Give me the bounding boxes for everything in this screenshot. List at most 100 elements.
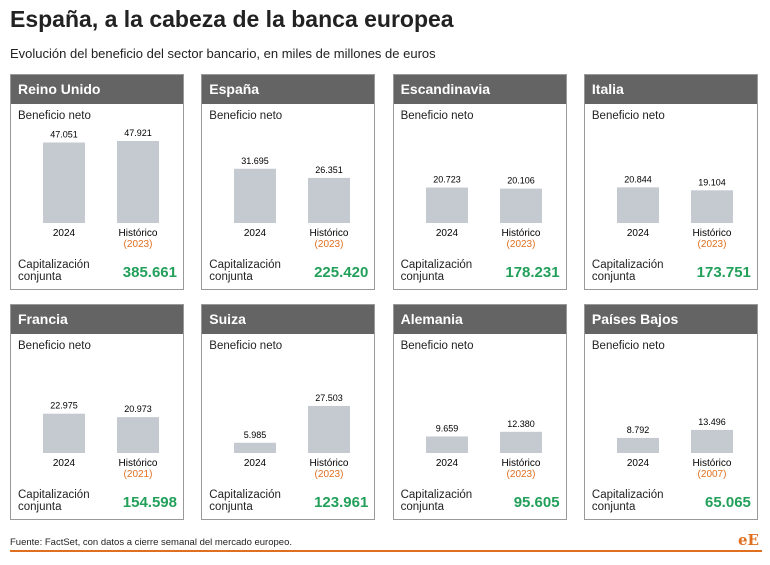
- panel-subtitle: Beneficio neto: [400, 110, 474, 122]
- panel-subtitle: Beneficio neto: [209, 340, 283, 352]
- value-label: 20.973: [124, 404, 152, 414]
- category-label: 2024: [435, 228, 458, 239]
- panel-subtitle: Beneficio neto: [18, 340, 91, 352]
- value-label: 47.921: [124, 128, 152, 138]
- bar-chart: 20.723 2024 20.106 Histórico(2023): [425, 175, 542, 250]
- value-label: 12.380: [507, 419, 535, 429]
- panel-subtitle: Beneficio neto: [400, 340, 474, 352]
- panel: Reino Unido Beneficio neto 47.051 2024 47.92…: [10, 74, 184, 290]
- bar: [690, 429, 733, 453]
- bar: [234, 442, 277, 453]
- bar: [117, 141, 159, 223]
- bar-chart: 8.792 2024 13.496 Histórico(2007): [616, 417, 733, 480]
- cap-label: Capitalización conjunta: [591, 489, 664, 513]
- panel: Alemania Beneficio neto 9.659 2024 12.380 His…: [392, 304, 567, 520]
- panel: Suiza Beneficio neto 5.985 2024 27.503 Histór…: [201, 304, 376, 520]
- footer-rule: [10, 550, 762, 552]
- category-label: 2024: [53, 228, 76, 239]
- cap-value: 123.961: [314, 494, 369, 511]
- panel-title: Italia: [584, 75, 757, 104]
- panel-subtitle: Beneficio neto: [591, 110, 665, 122]
- cap-value: 154.598: [122, 494, 177, 511]
- value-label: 20.844: [624, 174, 652, 184]
- bar: [234, 168, 277, 223]
- panel-title: Francia: [11, 305, 183, 334]
- bar-chart: 9.659 2024 12.380 Histórico(2023): [425, 419, 542, 480]
- bar: [425, 436, 468, 453]
- category-note: (2021): [124, 469, 153, 480]
- cap-value: 225.420: [314, 264, 369, 281]
- category-label: Histórico: [119, 228, 158, 239]
- category-label: Histórico: [501, 458, 540, 469]
- panel-title: Alemania: [393, 305, 566, 334]
- cap-value: 385.661: [122, 264, 177, 281]
- category-label: Histórico: [692, 458, 731, 469]
- bar-chart: 5.985 2024 27.503 Histórico(2023): [234, 393, 351, 480]
- category-label: Histórico: [692, 228, 731, 239]
- category-label: 2024: [435, 458, 458, 469]
- panel: Francia Beneficio neto 22.975 2024 20.973 His…: [10, 304, 184, 520]
- panel-title: España: [202, 75, 375, 104]
- panel-subtitle: Beneficio neto: [591, 340, 665, 352]
- panel-title: Suiza: [202, 305, 375, 334]
- panel-title: Reino Unido: [11, 75, 183, 104]
- logo: eE: [738, 531, 759, 549]
- value-label: 27.503: [316, 393, 344, 403]
- bar-chart: 31.695 2024 26.351 Histórico(2023): [234, 156, 351, 250]
- bar: [308, 177, 351, 223]
- bar: [616, 187, 659, 223]
- cap-value: 173.751: [696, 264, 751, 281]
- cap-label: Capitalización conjunta: [209, 489, 281, 513]
- value-label: 9.659: [435, 423, 458, 433]
- category-label: 2024: [627, 458, 650, 469]
- panel-subtitle: Beneficio neto: [18, 110, 91, 122]
- category-note: (2007): [697, 469, 726, 480]
- category-label: Histórico: [310, 228, 349, 239]
- bar: [690, 190, 733, 223]
- bar-chart: 47.051 2024 47.921 Histórico(2023): [43, 128, 159, 250]
- panel-subtitle: Beneficio neto: [209, 110, 283, 122]
- category-note: (2023): [315, 469, 344, 480]
- category-label: 2024: [627, 228, 650, 239]
- value-label: 22.975: [50, 401, 78, 411]
- subtitle: Evolución del beneficio del sector banca…: [10, 46, 436, 61]
- category-note: (2023): [506, 469, 535, 480]
- bar-chart: 20.844 2024 19.104 Histórico(2023): [616, 174, 733, 250]
- bar: [425, 187, 468, 223]
- cap-label: Capitalización conjunta: [209, 259, 281, 283]
- panel: Países Bajos Beneficio neto 8.792 2024 13.49…: [583, 304, 758, 520]
- bar: [43, 413, 85, 453]
- cap-label: Capitalización conjunta: [400, 489, 473, 513]
- bar-chart: 22.975 2024 20.973 Histórico(2021): [43, 401, 159, 480]
- value-label: 5.985: [244, 430, 267, 440]
- panel-title: Escandinavia: [393, 75, 566, 104]
- value-label: 20.106: [507, 176, 535, 186]
- cap-label: Capitalización conjunta: [18, 259, 90, 283]
- panel: España Beneficio neto 31.695 2024 26.351 Hist…: [201, 74, 376, 290]
- category-label: 2024: [53, 458, 76, 469]
- title: España, a la cabeza de la banca europea: [10, 6, 454, 32]
- category-note: (2023): [315, 239, 344, 250]
- cap-label: Capitalización conjunta: [591, 259, 664, 283]
- bar: [308, 405, 351, 453]
- value-label: 13.496: [698, 417, 726, 427]
- value-label: 20.723: [433, 175, 461, 185]
- category-note: (2023): [697, 239, 726, 250]
- bar: [499, 188, 542, 223]
- category-note: (2023): [506, 239, 535, 250]
- value-label: 19.104: [698, 177, 726, 187]
- value-label: 31.695: [242, 156, 270, 166]
- bar: [43, 142, 85, 223]
- cap-label: Capitalización conjunta: [400, 259, 473, 283]
- bar: [499, 431, 542, 453]
- category-label: 2024: [244, 228, 267, 239]
- cap-label: Capitalización conjunta: [18, 489, 90, 513]
- category-note: (2023): [124, 239, 153, 250]
- cap-value: 178.231: [505, 264, 560, 281]
- cap-value: 95.605: [513, 494, 560, 511]
- panel: Italia Beneficio neto 20.844 2024 19.104 Hist…: [583, 74, 758, 290]
- category-label: Histórico: [119, 458, 158, 469]
- value-label: 26.351: [316, 165, 344, 175]
- value-label: 8.792: [627, 425, 650, 435]
